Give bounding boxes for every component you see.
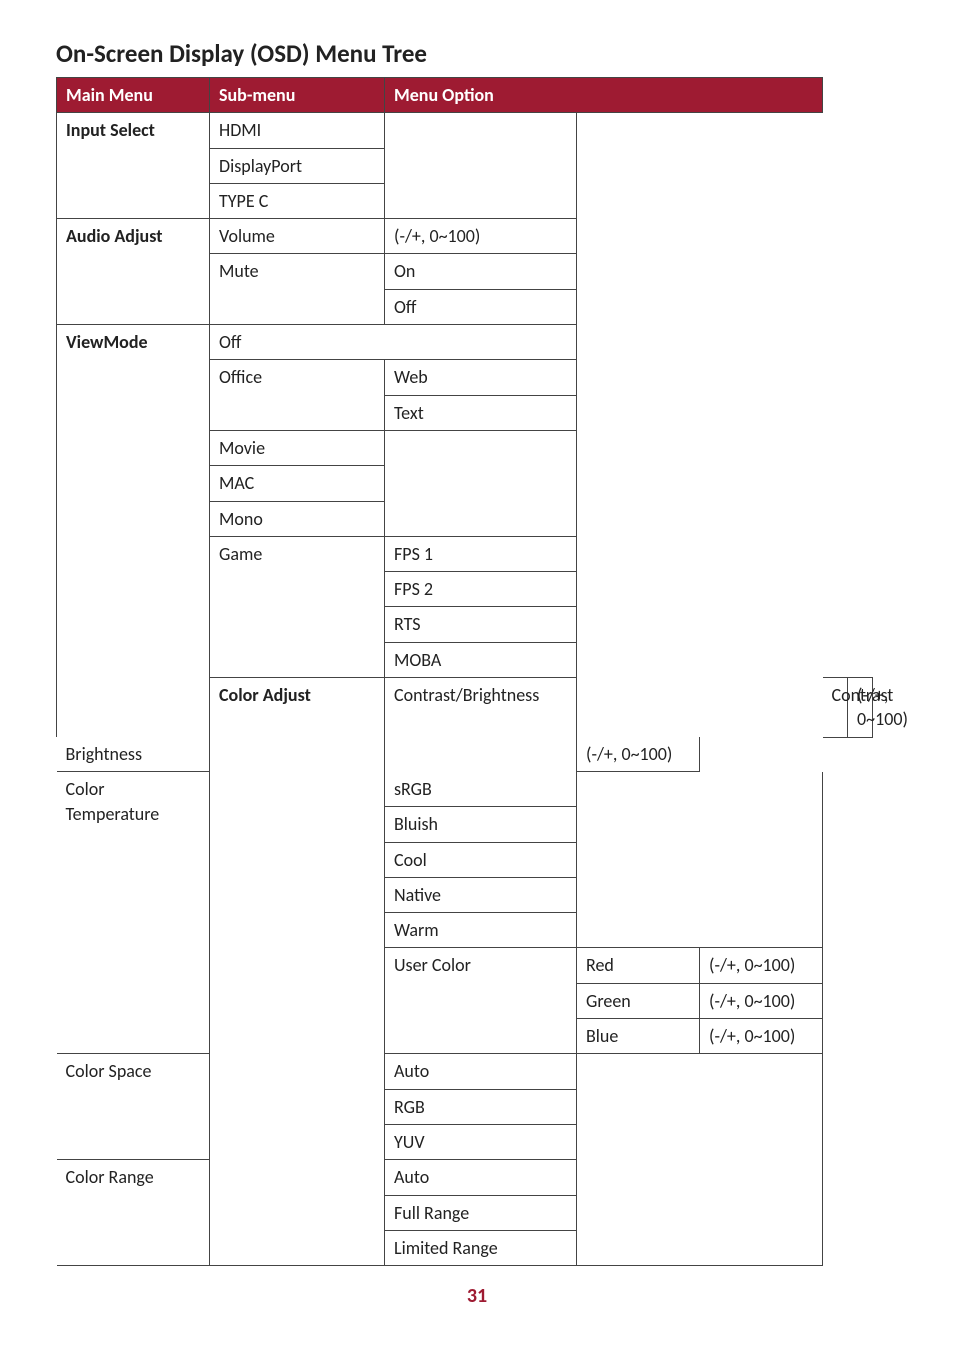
sub-vm-mac: MAC <box>210 466 385 501</box>
main-audio-adjust: Audio Adjust <box>57 219 210 325</box>
opt-vm-fps2: FPS 2 <box>385 572 577 607</box>
opt-warm: Warm <box>385 913 577 948</box>
col-main-menu: Main Menu <box>57 78 210 113</box>
sub-color-temperature: Color Temperature <box>57 772 210 1054</box>
table-row: Audio Adjust Volume (-/+, 0~100) <box>57 219 898 254</box>
opt-vm-moba: MOBA <box>385 642 577 677</box>
sub-volume: Volume <box>210 219 385 254</box>
opt-srgb: sRGB <box>385 772 577 807</box>
sub-vm-movie: Movie <box>210 430 385 465</box>
opt-blue: Blue <box>577 1019 700 1054</box>
sub-color-space: Color Space <box>57 1054 210 1160</box>
empty-cell <box>577 1054 823 1160</box>
empty-cell <box>385 430 577 536</box>
sub-hdmi: HDMI <box>210 113 385 148</box>
opt-cs-rgb: RGB <box>385 1089 577 1124</box>
table-row: Input Select HDMI <box>57 113 898 148</box>
opt-brightness: Brightness <box>57 737 210 772</box>
empty-cell <box>577 113 823 219</box>
page-number: 31 <box>0 1284 954 1308</box>
page-title: On-Screen Display (OSD) Menu Tree <box>56 38 898 69</box>
table-header-row: Main Menu Sub-menu Menu Option <box>57 78 898 113</box>
opt-red: Red <box>577 948 700 983</box>
sub-vm-off: Off <box>210 325 577 360</box>
page: On-Screen Display (OSD) Menu Tree Main M… <box>0 0 954 1350</box>
sub-vm-office: Office <box>210 360 385 431</box>
table-row: ViewMode Off <box>57 325 898 360</box>
opt-vm-text: Text <box>385 395 577 430</box>
opt-contrast: Contrast <box>823 678 848 738</box>
opt-cs-yuv: YUV <box>385 1124 577 1159</box>
opt-cr-auto: Auto <box>385 1160 577 1195</box>
opt-mute-off: Off <box>385 289 577 324</box>
main-input-select: Input Select <box>57 113 210 219</box>
opt-mute-on: On <box>385 254 577 289</box>
empty-cell <box>385 113 577 219</box>
sub-vm-mono: Mono <box>210 501 385 536</box>
col-menu-option: Menu Option <box>385 78 823 113</box>
sub-mute: Mute <box>210 254 385 325</box>
opt-volume-range: (-/+, 0~100) <box>385 219 577 254</box>
opt-blue-range: (-/+, 0~100) <box>700 1019 823 1054</box>
sub-vm-game: Game <box>210 536 385 677</box>
opt-green-range: (-/+, 0~100) <box>700 983 823 1018</box>
opt-cs-auto: Auto <box>385 1054 577 1089</box>
opt-green: Green <box>577 983 700 1018</box>
sub-color-range: Color Range <box>57 1160 210 1266</box>
col-sub-menu: Sub-menu <box>210 78 385 113</box>
opt-cr-full: Full Range <box>385 1195 577 1230</box>
opt-brightness-range: (-/+, 0~100) <box>577 737 700 772</box>
sub-typec: TYPE C <box>210 183 385 218</box>
empty-cell <box>577 1160 823 1266</box>
osd-menu-table: Main Menu Sub-menu Menu Option Input Sel… <box>56 77 898 1266</box>
opt-user-color: User Color <box>385 948 577 1054</box>
opt-cr-limited: Limited Range <box>385 1230 577 1265</box>
table-row: Color Temperature sRGB <box>57 772 898 807</box>
main-color-adjust: Color Adjust <box>210 678 385 1266</box>
main-viewmode: ViewMode <box>57 325 210 738</box>
empty-cell <box>700 737 823 772</box>
opt-cool: Cool <box>385 842 577 877</box>
opt-vm-web: Web <box>385 360 577 395</box>
empty-cell <box>577 325 823 738</box>
empty-cell <box>577 219 823 325</box>
table-row: Color Space Auto <box>57 1054 898 1089</box>
table-row: Color Range Auto <box>57 1160 898 1195</box>
opt-vm-rts: RTS <box>385 607 577 642</box>
opt-bluish: Bluish <box>385 807 577 842</box>
sub-displayport: DisplayPort <box>210 148 385 183</box>
opt-red-range: (-/+, 0~100) <box>700 948 823 983</box>
opt-vm-fps1: FPS 1 <box>385 536 577 571</box>
sub-contrast-brightness: Contrast/Brightness <box>385 678 577 772</box>
opt-native: Native <box>385 877 577 912</box>
empty-cell <box>577 772 823 948</box>
